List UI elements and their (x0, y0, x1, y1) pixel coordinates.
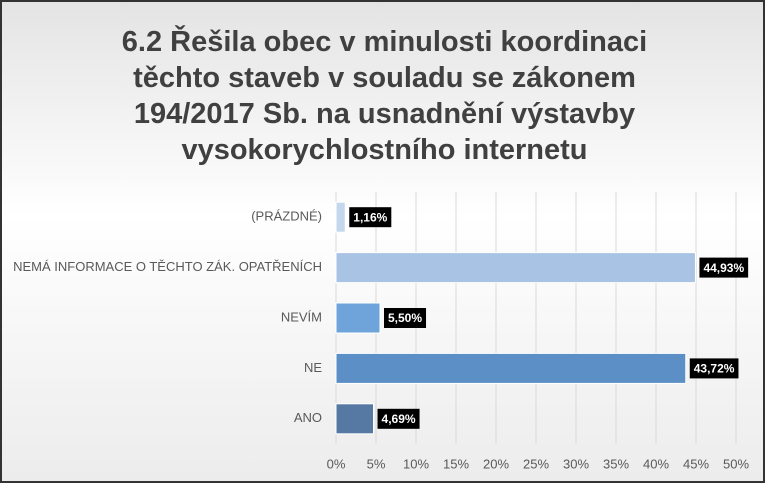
data-label-box (699, 257, 749, 278)
x-tick-label: 0% (327, 456, 346, 471)
data-label: 4,69% (382, 412, 416, 426)
x-tick-label: 10% (403, 456, 429, 471)
bar (335, 201, 346, 233)
data-label-box (689, 358, 739, 379)
data-label-box (349, 207, 392, 228)
bar (335, 352, 687, 384)
y-tick-label: NEVÍM (281, 309, 322, 324)
data-label-box (384, 308, 427, 328)
y-tick-label: NE (304, 360, 322, 375)
x-tick-label: 40% (643, 456, 669, 471)
x-tick-label: 25% (523, 456, 549, 471)
x-tick-label: 35% (603, 456, 629, 471)
bar (335, 302, 381, 334)
x-tick-label: 45% (683, 456, 709, 471)
bar (335, 403, 375, 435)
x-tick-label: 5% (367, 456, 386, 471)
data-label-box (377, 408, 420, 429)
data-label: 43,72% (694, 362, 735, 376)
y-tick-label: (PRÁZDNÉ) (251, 209, 322, 224)
data-label: 5,50% (388, 311, 422, 325)
y-tick-label: ANO (294, 410, 322, 425)
bar (335, 252, 696, 284)
data-label: 44,93% (703, 261, 744, 275)
x-tick-label: 15% (443, 456, 469, 471)
x-tick-label: 30% (563, 456, 589, 471)
y-tick-label: NEMÁ INFORMACE O TĚCHTO ZÁK. OPATŘENÍCH (13, 259, 322, 274)
x-tick-label: 50% (723, 456, 749, 471)
data-label: 1,16% (353, 210, 387, 224)
chart-title: 6.2 Řešila obec v minulosti koordinaci t… (121, 26, 648, 166)
x-tick-label: 20% (483, 456, 509, 471)
